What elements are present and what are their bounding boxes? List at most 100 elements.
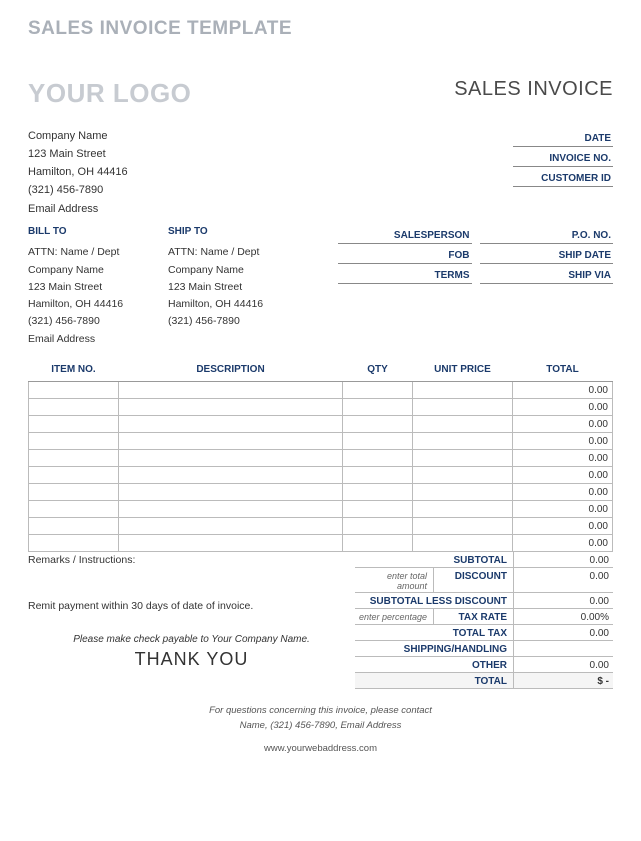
cell-item[interactable]: [29, 501, 119, 518]
cell-price[interactable]: [413, 518, 513, 535]
cell-desc[interactable]: [119, 501, 343, 518]
table-row: 0.00: [29, 450, 613, 467]
total-value: $ -: [513, 673, 613, 688]
cell-price[interactable]: [413, 467, 513, 484]
cell-desc[interactable]: [119, 484, 343, 501]
bill-to-label: BILL TO: [28, 224, 168, 241]
cell-qty[interactable]: [343, 399, 413, 416]
cell-item[interactable]: [29, 382, 119, 399]
cell-price[interactable]: [413, 501, 513, 518]
cell-total[interactable]: 0.00: [513, 399, 613, 416]
cell-qty[interactable]: [343, 484, 413, 501]
company-block: Company Name 123 Main Street Hamilton, O…: [28, 127, 403, 218]
remarks-label: Remarks / Instructions:: [28, 554, 355, 566]
bill-to-city: Hamilton, OH 44416: [28, 296, 168, 313]
items-table: ITEM NO. DESCRIPTION QTY UNIT PRICE TOTA…: [28, 360, 613, 552]
meta-terms[interactable]: TERMS: [338, 264, 472, 284]
cell-price[interactable]: [413, 382, 513, 399]
cell-qty[interactable]: [343, 433, 413, 450]
other-label: OTHER: [355, 657, 513, 672]
cell-total[interactable]: 0.00: [513, 518, 613, 535]
meta-date[interactable]: DATE: [513, 127, 613, 147]
tax-rate-value[interactable]: 0.00%: [513, 609, 613, 624]
cell-qty[interactable]: [343, 450, 413, 467]
cell-item[interactable]: [29, 399, 119, 416]
ship-to-company: Company Name: [168, 262, 308, 279]
template-title: SALES INVOICE TEMPLATE: [28, 18, 613, 40]
subtotal-value: 0.00: [513, 552, 613, 567]
cell-price[interactable]: [413, 535, 513, 552]
col-description: DESCRIPTION: [119, 360, 343, 382]
cell-qty[interactable]: [343, 501, 413, 518]
cell-price[interactable]: [413, 399, 513, 416]
cell-qty[interactable]: [343, 416, 413, 433]
meta-invoice-no[interactable]: INVOICE NO.: [513, 147, 613, 167]
shipping-value[interactable]: [513, 641, 613, 656]
summary-block: SUBTOTAL 0.00 enter total amount DISCOUN…: [355, 552, 613, 689]
discount-hint: enter total amount: [355, 568, 433, 592]
cell-item[interactable]: [29, 416, 119, 433]
cell-desc[interactable]: [119, 467, 343, 484]
cell-item[interactable]: [29, 467, 119, 484]
cell-qty[interactable]: [343, 535, 413, 552]
cell-total[interactable]: 0.00: [513, 433, 613, 450]
cell-desc[interactable]: [119, 399, 343, 416]
cell-total[interactable]: 0.00: [513, 467, 613, 484]
footer-web: www.yourwebaddress.com: [28, 741, 613, 756]
meta-ship-date[interactable]: SHIP DATE: [480, 244, 614, 264]
shipping-label: SHIPPING/HANDLING: [355, 641, 513, 656]
subtotal-less-label: SUBTOTAL LESS DISCOUNT: [355, 593, 513, 608]
cell-total[interactable]: 0.00: [513, 416, 613, 433]
meta-fob[interactable]: FOB: [338, 244, 472, 264]
cell-qty[interactable]: [343, 467, 413, 484]
col-qty: QTY: [343, 360, 413, 382]
cell-desc[interactable]: [119, 535, 343, 552]
ship-to-street: 123 Main Street: [168, 279, 308, 296]
table-row: 0.00: [29, 535, 613, 552]
cell-total[interactable]: 0.00: [513, 450, 613, 467]
cell-price[interactable]: [413, 433, 513, 450]
bill-to-company: Company Name: [28, 262, 168, 279]
cell-desc[interactable]: [119, 518, 343, 535]
bill-to-block: BILL TO ATTN: Name / Dept Company Name 1…: [28, 224, 168, 348]
cell-item[interactable]: [29, 518, 119, 535]
cell-desc[interactable]: [119, 382, 343, 399]
col-total: TOTAL: [513, 360, 613, 382]
company-email: Email Address: [28, 200, 403, 218]
cell-total[interactable]: 0.00: [513, 382, 613, 399]
discount-value[interactable]: 0.00: [513, 568, 613, 592]
cell-item[interactable]: [29, 450, 119, 467]
meta-customer-id[interactable]: CUSTOMER ID: [513, 167, 613, 187]
meta-block: DATE INVOICE NO. CUSTOMER ID: [403, 127, 613, 218]
cell-qty[interactable]: [343, 382, 413, 399]
cell-price[interactable]: [413, 484, 513, 501]
cell-qty[interactable]: [343, 518, 413, 535]
cell-total[interactable]: 0.00: [513, 484, 613, 501]
bill-to-phone: (321) 456-7890: [28, 313, 168, 330]
meta-po-no[interactable]: P.O. NO.: [480, 224, 614, 244]
cell-item[interactable]: [29, 535, 119, 552]
footer-line1: For questions concerning this invoice, p…: [28, 703, 613, 718]
other-value[interactable]: 0.00: [513, 657, 613, 672]
cell-desc[interactable]: [119, 416, 343, 433]
company-city: Hamilton, OH 44416: [28, 163, 403, 181]
cell-price[interactable]: [413, 450, 513, 467]
bill-to-street: 123 Main Street: [28, 279, 168, 296]
cell-desc[interactable]: [119, 433, 343, 450]
cell-item[interactable]: [29, 484, 119, 501]
cell-total[interactable]: 0.00: [513, 501, 613, 518]
discount-label: DISCOUNT: [433, 568, 513, 592]
company-name: Company Name: [28, 127, 403, 145]
cell-item[interactable]: [29, 433, 119, 450]
subtotal-label: SUBTOTAL: [355, 552, 513, 567]
table-row: 0.00: [29, 382, 613, 399]
footer-line2: Name, (321) 456-7890, Email Address: [28, 718, 613, 733]
meta-ship-via[interactable]: SHIP VIA: [480, 264, 614, 284]
cell-price[interactable]: [413, 416, 513, 433]
ship-to-label: SHIP TO: [168, 224, 308, 241]
cell-desc[interactable]: [119, 450, 343, 467]
ship-to-city: Hamilton, OH 44416: [168, 296, 308, 313]
cell-total[interactable]: 0.00: [513, 535, 613, 552]
total-tax-value: 0.00: [513, 625, 613, 640]
meta-salesperson[interactable]: SALESPERSON: [338, 224, 472, 244]
